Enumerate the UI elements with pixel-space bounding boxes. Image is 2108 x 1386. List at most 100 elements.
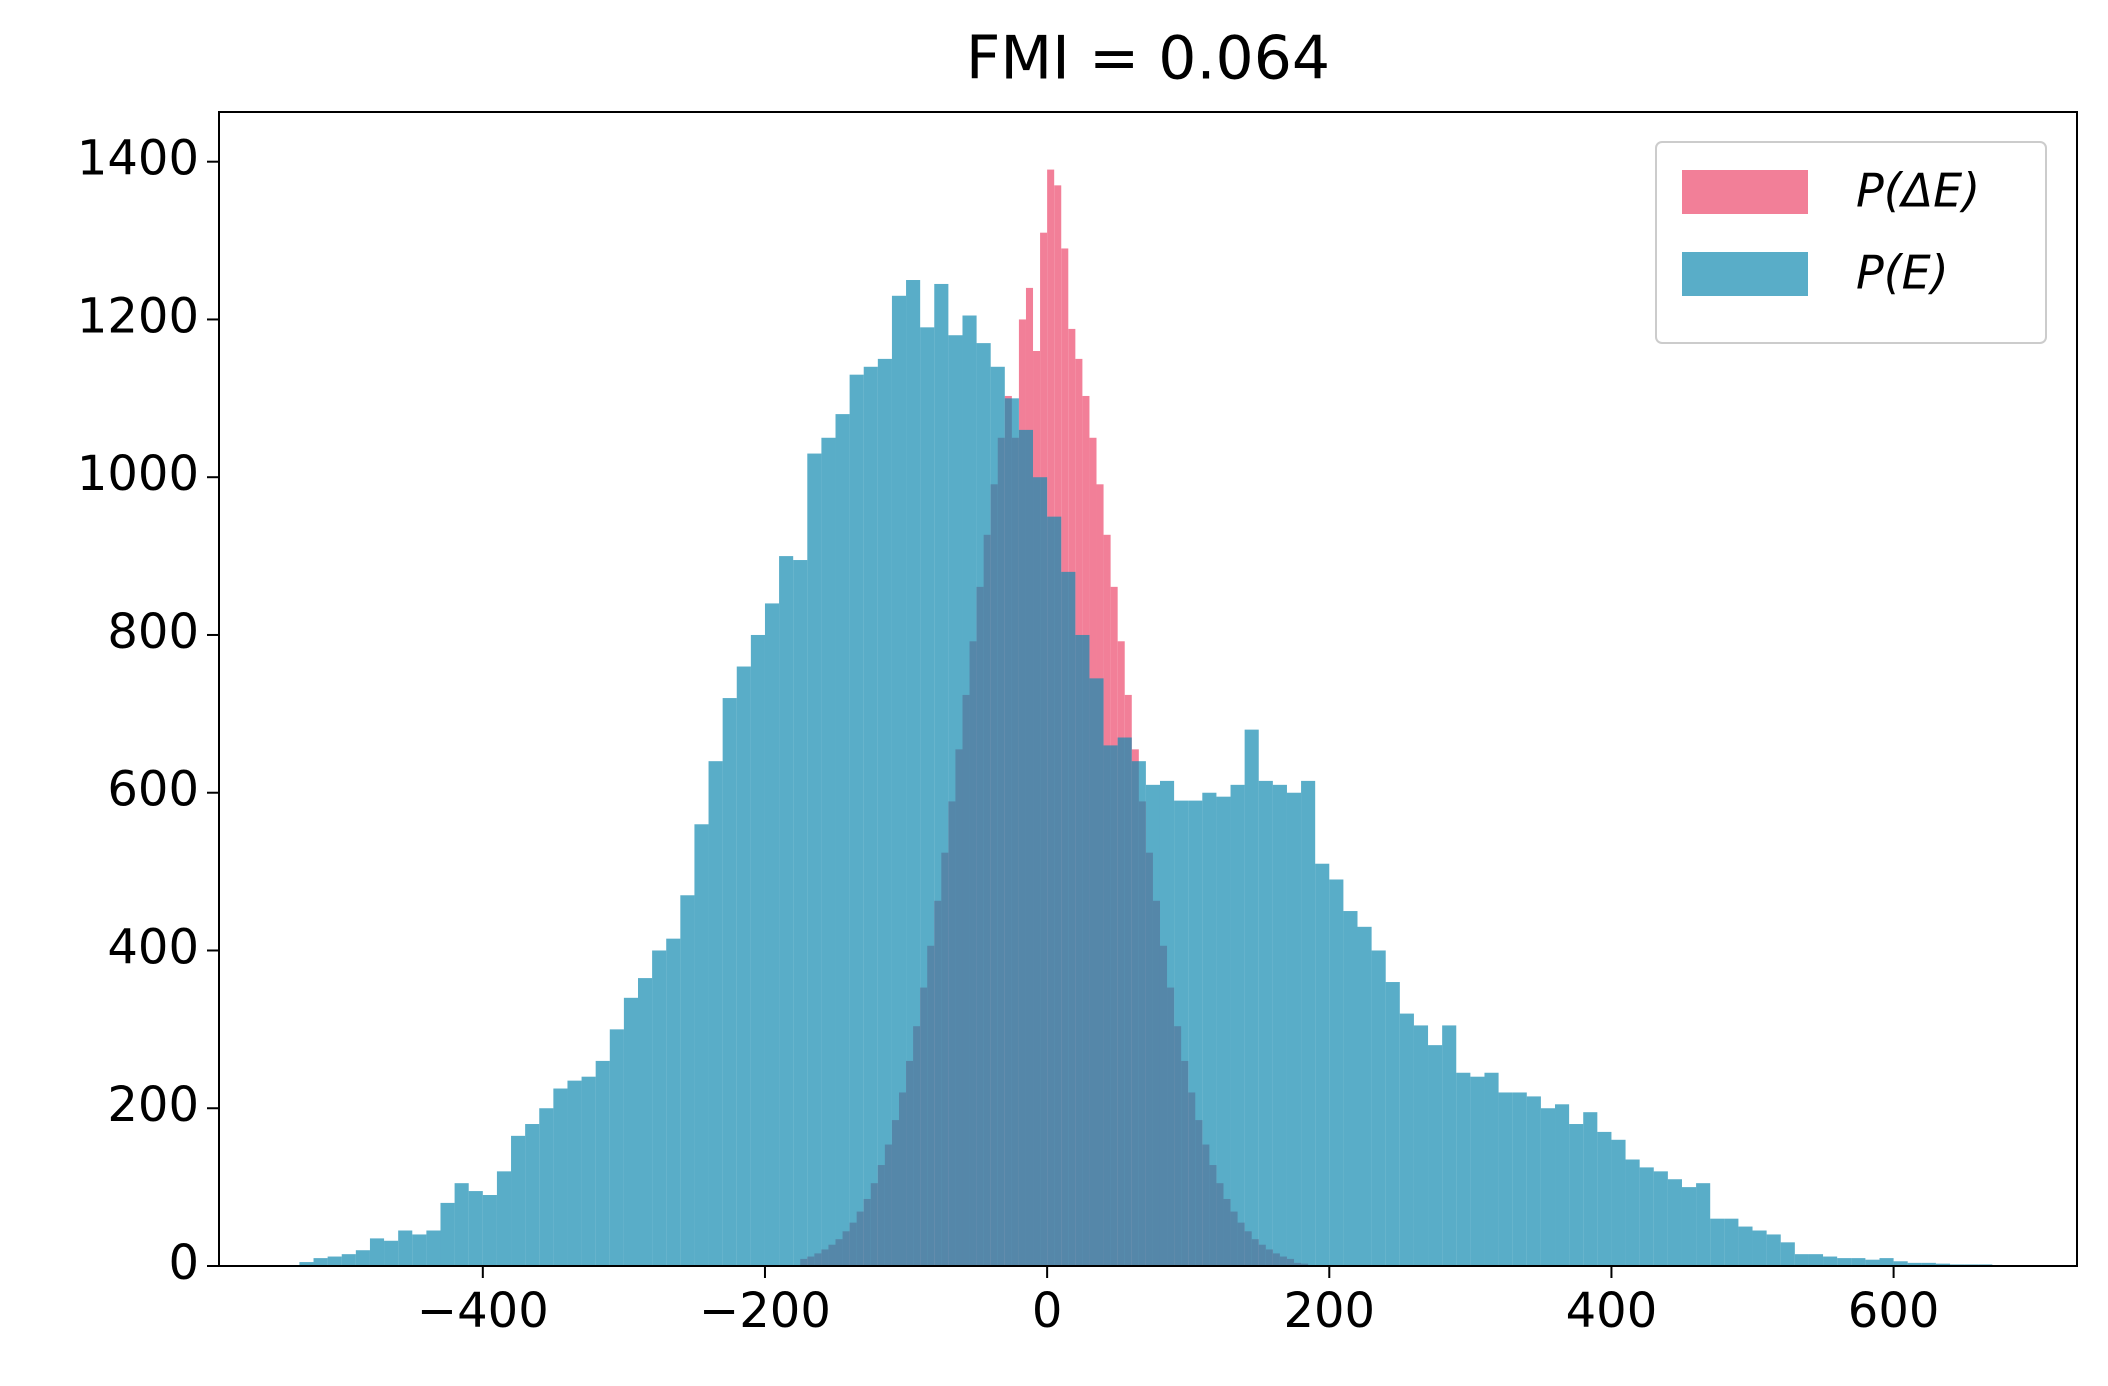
x-tick-label: −200: [699, 1283, 831, 1339]
bar: [962, 315, 977, 1266]
bar: [1103, 745, 1118, 1266]
bar: [1921, 1262, 1936, 1266]
y-tick-label: 0: [168, 1235, 199, 1291]
axes-frame: [218, 111, 2078, 1267]
bar: [1371, 950, 1386, 1266]
bar: [1301, 780, 1316, 1266]
bar: [1216, 796, 1231, 1266]
bar: [553, 1088, 568, 1266]
bar: [821, 437, 836, 1266]
y-tick-label: 200: [107, 1077, 199, 1133]
bar: [793, 560, 808, 1266]
bar: [567, 1080, 582, 1266]
bar: [891, 295, 907, 1267]
bar: [694, 824, 709, 1266]
bar: [1498, 1092, 1513, 1266]
bar: [948, 335, 963, 1266]
bar: [1625, 1159, 1640, 1266]
bar: [313, 1258, 328, 1266]
bar: [1329, 879, 1344, 1266]
bar: [1907, 1262, 1922, 1266]
bar: [1569, 1124, 1584, 1266]
bar: [1428, 1045, 1443, 1266]
y-tick-label: 1200: [77, 288, 199, 344]
bar: [1047, 516, 1062, 1266]
bar: [835, 414, 850, 1266]
bar: [1583, 1112, 1598, 1266]
bar: [1117, 737, 1132, 1266]
bar: [426, 1230, 441, 1266]
bar: [849, 374, 864, 1266]
bar: [595, 1060, 610, 1266]
bar: [1653, 1171, 1668, 1266]
bar: [454, 1183, 469, 1266]
bar: [482, 1195, 497, 1266]
bar: [1159, 780, 1175, 1266]
bar: [1089, 678, 1104, 1266]
bar: [1823, 1256, 1838, 1266]
bar: [1935, 1263, 1951, 1266]
bar: [1018, 429, 1034, 1266]
bar: [525, 1124, 540, 1266]
bar: [1555, 1104, 1570, 1266]
bar: [1385, 982, 1400, 1266]
bar: [1188, 800, 1203, 1266]
bar: [708, 761, 723, 1266]
bar: [750, 634, 765, 1266]
bar: [1879, 1258, 1894, 1266]
bar: [906, 280, 921, 1266]
bar: [1512, 1092, 1527, 1266]
bar: [384, 1240, 399, 1266]
bar: [299, 1262, 314, 1266]
bar: [638, 978, 653, 1266]
bar: [1780, 1242, 1795, 1266]
series-1: [299, 280, 1993, 1267]
bar: [920, 327, 935, 1266]
bar: [1611, 1139, 1626, 1266]
bar: [722, 698, 737, 1266]
bar: [1893, 1261, 1908, 1266]
x-tick-label: 0: [1032, 1283, 1063, 1339]
bar: [863, 366, 878, 1266]
bar: [1202, 792, 1217, 1266]
y-tick-label: 400: [107, 919, 199, 975]
bar: [666, 938, 681, 1266]
bar: [1837, 1258, 1852, 1266]
x-tick-label: −400: [417, 1283, 549, 1339]
bar: [976, 343, 991, 1267]
bar: [1808, 1254, 1824, 1266]
bar: [1724, 1218, 1739, 1266]
bar: [990, 366, 1005, 1266]
bar: [764, 603, 780, 1266]
bar: [1456, 1072, 1471, 1266]
bar: [1710, 1218, 1725, 1266]
x-tick-label: 400: [1566, 1283, 1658, 1339]
y-tick-label: 1400: [77, 131, 199, 187]
legend-swatch: [1682, 170, 1808, 214]
bar: [1639, 1167, 1654, 1266]
bar: [623, 997, 639, 1266]
bar: [341, 1254, 356, 1266]
bar: [877, 358, 892, 1266]
bar: [1696, 1183, 1711, 1266]
bar: [1244, 729, 1259, 1266]
legend-label: P(E): [1856, 246, 1949, 300]
bar: [736, 666, 751, 1266]
bar: [1681, 1187, 1697, 1266]
bar: [581, 1076, 596, 1266]
bar: [1526, 1096, 1541, 1266]
bar: [1131, 761, 1146, 1266]
bar: [1061, 571, 1076, 1266]
bar: [1315, 863, 1330, 1266]
bar: [369, 1238, 385, 1266]
y-tick-label: 800: [107, 604, 199, 660]
bar: [539, 1108, 554, 1266]
bar: [652, 950, 667, 1266]
legend-label: P(ΔE): [1856, 164, 1980, 218]
bar: [1413, 1025, 1429, 1266]
bar: [440, 1202, 455, 1266]
bar: [412, 1234, 427, 1266]
bar: [1174, 800, 1189, 1266]
bar: [1738, 1226, 1753, 1266]
